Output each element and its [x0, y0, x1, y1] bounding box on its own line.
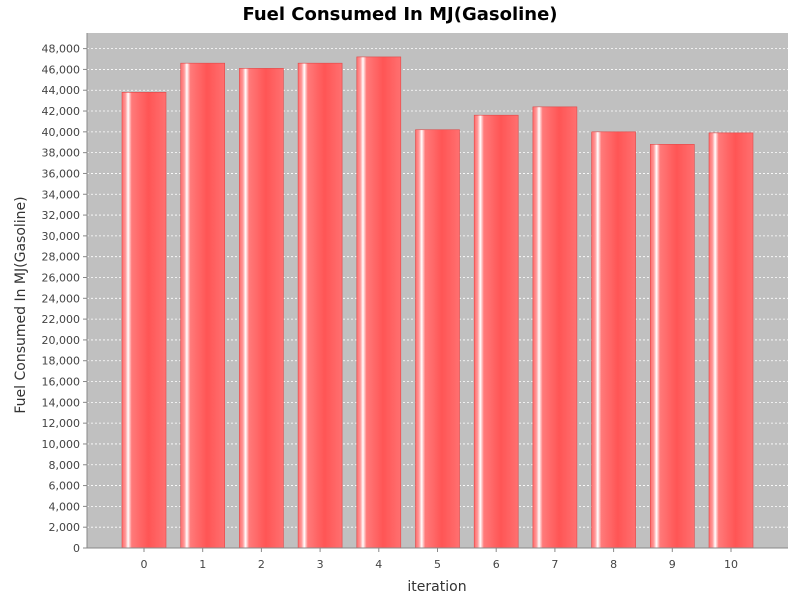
x-tick-label: 3	[317, 558, 324, 571]
x-tick-label: 0	[141, 558, 148, 571]
y-tick-label: 8,000	[49, 459, 81, 472]
y-tick-label: 18,000	[42, 355, 81, 368]
bar-9	[649, 144, 695, 549]
y-tick-label: 38,000	[42, 147, 81, 160]
x-tick-label: 9	[669, 558, 676, 571]
x-tick-label: 5	[434, 558, 441, 571]
y-tick-label: 4,000	[49, 500, 81, 513]
y-tick-label: 20,000	[42, 334, 81, 347]
x-tick-label: 8	[610, 558, 617, 571]
x-axis-label: iteration	[407, 579, 466, 595]
y-tick-label: 40,000	[42, 126, 81, 139]
x-ticks: 0 1 2 3 4 5 6 7 8 9 10	[141, 548, 738, 571]
y-ticks: 0 2,000 4,000 6,000 8,000 10,000 12,000 14,000 1…	[42, 43, 87, 555]
y-tick-label: 14,000	[42, 396, 81, 409]
y-tick-label: 44,000	[42, 84, 81, 97]
y-tick-label: 12,000	[42, 417, 81, 430]
x-tick-label: 6	[493, 558, 500, 571]
y-tick-label: 26,000	[42, 271, 81, 284]
y-tick-label: 32,000	[42, 209, 81, 222]
bar-8	[591, 131, 636, 549]
bar-6	[473, 114, 519, 549]
y-tick-label: 22,000	[42, 313, 81, 326]
bar-10	[708, 132, 754, 549]
bar-3	[297, 62, 343, 549]
y-tick-label: 2,000	[49, 521, 81, 534]
x-tick-label: 2	[258, 558, 265, 571]
y-tick-label: 48,000	[42, 43, 81, 56]
bar-2	[239, 68, 284, 549]
y-tick-label: 0	[73, 542, 80, 555]
y-tick-label: 30,000	[42, 230, 81, 243]
bar-1	[180, 62, 225, 549]
y-axis-label: Fuel Consumed In MJ(Gasoline)	[13, 196, 29, 413]
y-tick-label: 36,000	[42, 167, 81, 180]
x-tick-label: 10	[724, 558, 738, 571]
bar-7	[532, 106, 578, 549]
chart-title: Fuel Consumed In MJ(Gasoline)	[242, 4, 557, 25]
x-tick-label: 4	[375, 558, 382, 571]
y-tick-label: 46,000	[42, 63, 81, 76]
y-tick-label: 34,000	[42, 188, 81, 201]
y-tick-label: 24,000	[42, 292, 81, 305]
bars	[121, 56, 754, 549]
x-tick-label: 1	[199, 558, 206, 571]
bar-0	[121, 92, 167, 549]
y-tick-label: 6,000	[49, 480, 81, 493]
x-tick-label: 7	[551, 558, 558, 571]
bar-5	[415, 129, 460, 549]
y-tick-label: 16,000	[42, 376, 81, 389]
y-tick-label: 42,000	[42, 105, 81, 118]
y-tick-label: 28,000	[42, 251, 81, 264]
y-tick-label: 10,000	[42, 438, 81, 451]
bar-4	[356, 56, 402, 549]
